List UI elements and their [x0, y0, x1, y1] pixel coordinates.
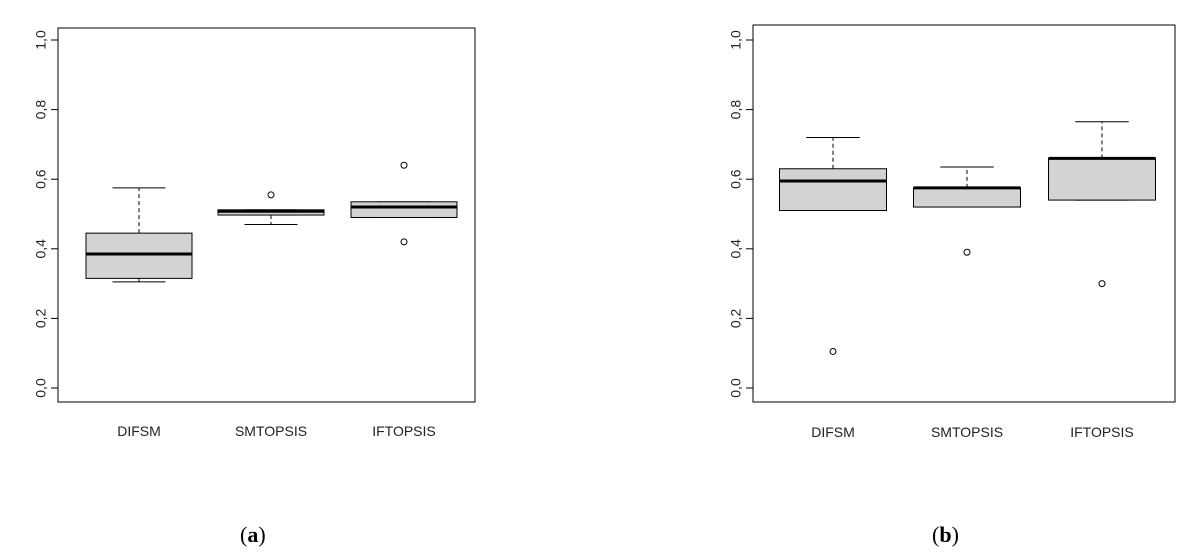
box-iqr	[779, 168, 887, 212]
box-iqr	[913, 187, 1021, 208]
box-iftopsis	[350, 161, 458, 246]
boxplot-panel-a: 0,0 0,2 0,4 0,6 0,8 1,0 DIFSM SMTOPSIS IFTOPSIS	[33, 27, 476, 439]
x-category-label: IFTOPSIS	[1070, 424, 1134, 440]
panel-label-a: (a)	[240, 522, 266, 547]
box-difsm	[85, 187, 193, 283]
y-tick-label: 1,0	[728, 30, 744, 50]
plot-frame	[57, 27, 476, 403]
x-category-label: DIFSM	[117, 423, 161, 439]
y-tick-label: 0,8	[33, 100, 49, 120]
y-tick-label: 0,2	[33, 308, 49, 328]
box-difsm	[779, 136, 887, 355]
x-category-label: IFTOPSIS	[372, 423, 436, 439]
outlier-point	[1098, 280, 1106, 288]
x-category-label: DIFSM	[811, 424, 855, 440]
box-iqr	[85, 232, 193, 279]
x-category-label: SMTOPSIS	[235, 423, 307, 439]
outlier-point	[267, 191, 275, 199]
x-category-label: SMTOPSIS	[931, 424, 1003, 440]
plot-frame	[752, 24, 1176, 403]
y-tick-label: 0,8	[728, 100, 744, 120]
y-tick-label: 1,0	[33, 30, 49, 50]
boxplot-panel-b: 0,0 0,2 0,4 0,6 0,8 1,0 DIFSM SMTOPSIS IFTOPSIS	[728, 24, 1176, 440]
panel-label-b: (b)	[932, 522, 959, 547]
outlier-point	[829, 347, 837, 355]
box-smtopsis	[217, 191, 325, 225]
outlier-point	[400, 161, 408, 169]
y-tick-label: 0,6	[33, 169, 49, 189]
box-iftopsis	[1048, 121, 1156, 288]
y-tick-label: 0,6	[728, 169, 744, 189]
box-smtopsis	[913, 166, 1021, 256]
y-tick-label: 0,0	[728, 378, 744, 398]
y-tick-label: 0,4	[728, 239, 744, 259]
y-tick-label: 0,2	[728, 308, 744, 328]
outlier-point	[400, 238, 408, 246]
box-iqr	[350, 201, 458, 218]
y-tick-label: 0,4	[33, 239, 49, 259]
y-tick-label: 0,0	[33, 378, 49, 398]
outlier-point	[963, 248, 971, 256]
box-iqr	[1048, 157, 1156, 201]
